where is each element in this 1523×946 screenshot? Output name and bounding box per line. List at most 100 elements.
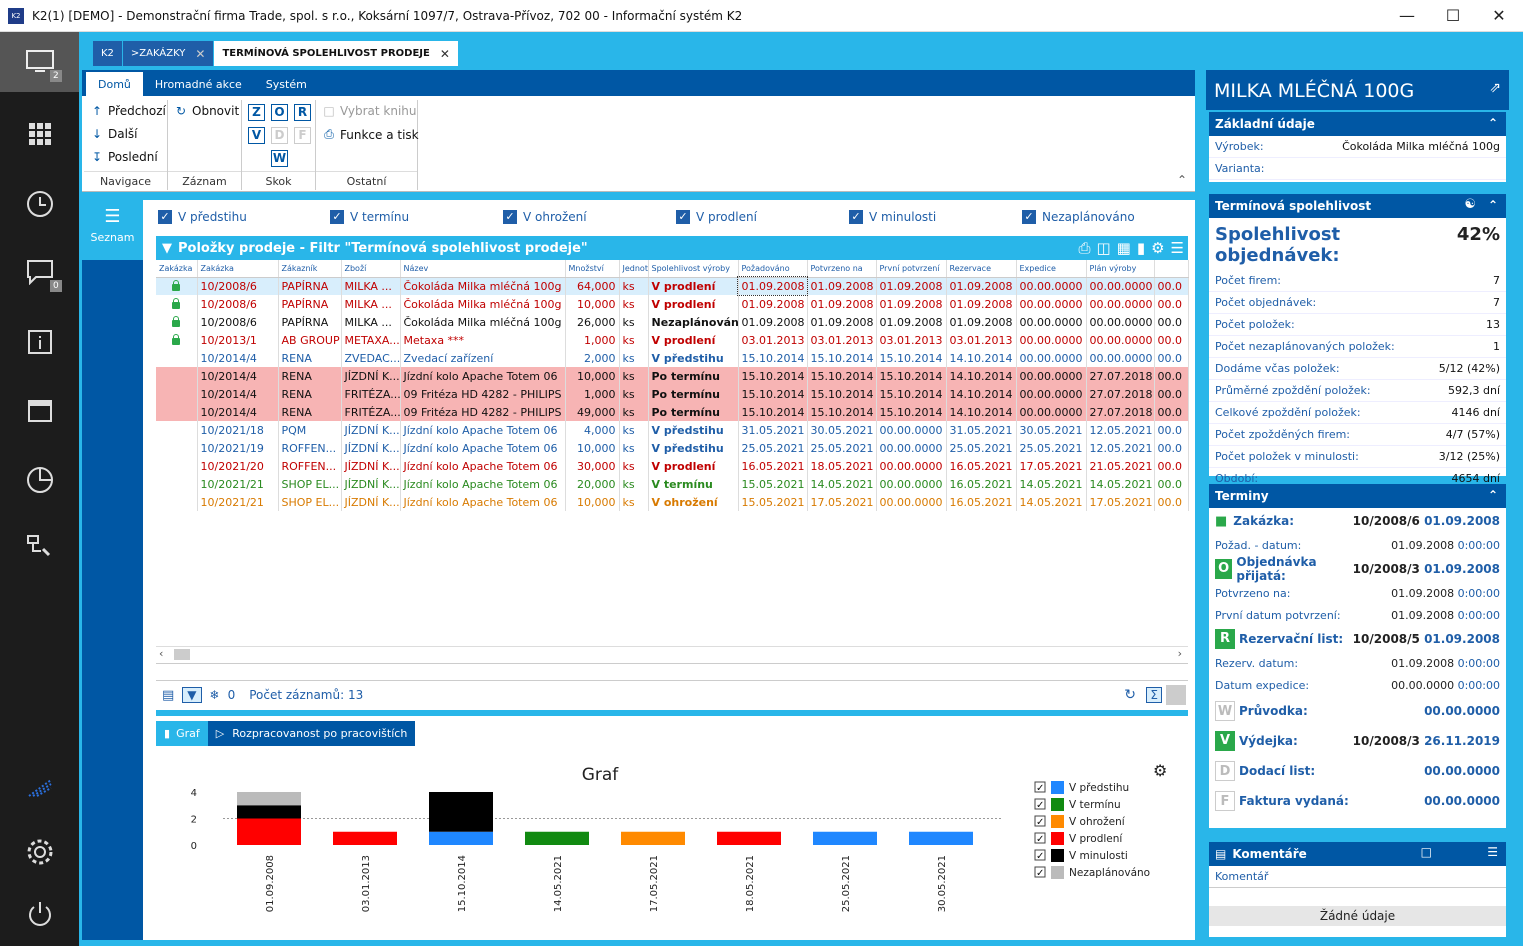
- jump-z-button[interactable]: Z: [248, 104, 265, 121]
- last-button[interactable]: ↧ Poslední: [90, 150, 158, 164]
- table-row[interactable]: 10/2021/21 SHOP EL... JÍZDNÍ K... Jízdní ko…: [156, 475, 1189, 493]
- calendar-icon[interactable]: [0, 380, 79, 440]
- table-row[interactable]: 10/2014/4 RENA ZVEDAC... Zvedací zařízení 2,…: [156, 349, 1189, 367]
- tab-terminova-spolehlivost[interactable]: TERMÍNOVÁ SPOLEHLIVOST PRODEJE ✕: [214, 41, 459, 66]
- table-row[interactable]: 10/2014/4 RENA JÍZDNÍ K... Jízdní kolo Apac…: [156, 367, 1189, 385]
- column-header[interactable]: Zboží: [341, 260, 401, 278]
- chevron-up-icon[interactable]: ⌃: [1487, 116, 1498, 130]
- term-dodaci-list[interactable]: D Dodací list: 00.00.0000: [1209, 756, 1506, 786]
- scroll-right-icon[interactable]: ›: [1177, 647, 1182, 660]
- pick-book-button[interactable]: □ Vybrat knihu: [322, 104, 416, 118]
- jump-r-button[interactable]: R: [294, 104, 311, 121]
- maximize-button[interactable]: ☐: [1445, 6, 1461, 25]
- sum-sigma-icon[interactable]: Σ: [1146, 687, 1162, 703]
- prev-button[interactable]: ↑ Předchozí: [90, 104, 166, 118]
- term-vydejka[interactable]: V Výdejka: 10/2008/3 26.11.2019: [1209, 726, 1506, 756]
- column-header[interactable]: [1154, 260, 1189, 278]
- column-header[interactable]: Jednot: [619, 260, 649, 278]
- term-pruvodka[interactable]: W Průvodka: 00.00.0000: [1209, 696, 1506, 726]
- info-icon[interactable]: [0, 312, 79, 372]
- table-row[interactable]: 10/2008/6 PAPÍRNA MILKA ... Čokoláda Milka …: [156, 313, 1189, 331]
- section-header[interactable]: ▤ Komentáře □ ☰: [1209, 842, 1506, 866]
- settings-gear-icon[interactable]: [0, 822, 79, 882]
- table-row[interactable]: 10/2013/1 AB GROUP METAXA... Metaxa *** 1,00…: [156, 331, 1189, 349]
- column-header[interactable]: Potvrzeno na: [807, 260, 877, 278]
- filter-prodleni[interactable]: ✓ V prodlení: [676, 210, 757, 224]
- column-header[interactable]: Spolehlivost výroby: [648, 260, 739, 278]
- seznam-button[interactable]: ☰ Seznam: [82, 200, 143, 260]
- collapse-ribbon-icon[interactable]: ⌃: [1176, 173, 1187, 187]
- column-header[interactable]: Požadováno: [738, 260, 808, 278]
- messages-icon[interactable]: 0: [0, 242, 79, 302]
- cubes-icon[interactable]: ▦: [1116, 239, 1131, 257]
- chart-settings-icon[interactable]: ⚙: [1153, 761, 1167, 780]
- network-phone-icon[interactable]: [0, 518, 79, 578]
- popout-icon[interactable]: ⇗: [1489, 80, 1501, 96]
- book-open-icon[interactable]: ▤: [162, 687, 175, 703]
- tab-graf[interactable]: ▮ Graf: [156, 721, 208, 746]
- filter-nezaplanovano[interactable]: ✓ Nezaplánováno: [1022, 210, 1135, 224]
- func-print-button[interactable]: ⎙ Funkce a tisk: [322, 127, 418, 142]
- legend-checkbox[interactable]: [1034, 849, 1046, 861]
- jump-o-button[interactable]: O: [271, 104, 288, 121]
- table-row[interactable]: 10/2021/18 PQM JÍZDNÍ K... Jízdní kolo Apac…: [156, 421, 1189, 439]
- legend-checkbox[interactable]: [1034, 781, 1046, 793]
- refresh-circle-icon[interactable]: ☯: [1464, 197, 1476, 212]
- filter-terminu[interactable]: ✓ V termínu: [330, 210, 409, 224]
- close-tab-icon[interactable]: ✕: [195, 46, 206, 61]
- term-faktura[interactable]: F Faktura vydaná: 00.00.0000: [1209, 786, 1506, 816]
- print-icon[interactable]: ⎙: [1078, 239, 1091, 257]
- legend-checkbox[interactable]: [1034, 866, 1046, 878]
- legend-checkbox[interactable]: [1034, 815, 1046, 827]
- jump-d-button[interactable]: D: [271, 127, 288, 144]
- column-header[interactable]: Zakázka: [197, 260, 279, 278]
- term-objednavka[interactable]: O Objednávka přijatá: 10/2008/3 01.09.2008: [1209, 555, 1506, 583]
- snowflake-icon[interactable]: ❄: [209, 688, 220, 702]
- column-header[interactable]: Množství: [565, 260, 620, 278]
- jump-v-button[interactable]: V: [248, 127, 265, 144]
- pie-chart-icon[interactable]: [0, 450, 79, 510]
- scroll-thumb[interactable]: [174, 649, 190, 660]
- new-document-icon[interactable]: □: [1420, 845, 1432, 859]
- barcode-icon[interactable]: ▮: [1136, 239, 1146, 257]
- term-zakazka[interactable]: ■ Zakázka: 10/2008/6 01.09.2008: [1209, 508, 1506, 534]
- table-row[interactable]: 10/2021/19 ROFFEN... JÍZDNÍ K... Jízdní kol…: [156, 439, 1189, 457]
- minimize-button[interactable]: —: [1399, 6, 1415, 25]
- refresh-grid-icon[interactable]: ↻: [1124, 687, 1136, 703]
- chevron-up-icon[interactable]: ⌃: [1487, 198, 1498, 212]
- comments-menu-icon[interactable]: ☰: [1487, 845, 1498, 859]
- refresh-button[interactable]: ↻ Obnovit: [174, 104, 239, 118]
- panel-splitter[interactable]: [156, 710, 1188, 716]
- jump-w-button[interactable]: W: [271, 150, 288, 167]
- table-row[interactable]: 10/2008/6 PAPÍRNA MILKA ... Čokoláda Milka …: [156, 276, 1189, 296]
- history-clock-icon[interactable]: [0, 174, 79, 234]
- legend-checkbox[interactable]: [1034, 832, 1046, 844]
- legend-checkbox[interactable]: [1034, 798, 1046, 810]
- monitor-icon[interactable]: 2: [0, 32, 79, 92]
- tab-k2[interactable]: K2: [93, 41, 123, 66]
- grid-menu-icon[interactable]: ☰: [1170, 239, 1184, 257]
- table-row[interactable]: 10/2014/4 RENA FRITÉZA... 09 Fritéza HD 428…: [156, 385, 1189, 403]
- tab-rozpracovanost[interactable]: ▷ Rozpracovanost po pracovištích: [207, 721, 416, 746]
- power-icon[interactable]: [0, 884, 79, 944]
- column-header[interactable]: Zákazník: [278, 260, 342, 278]
- column-header[interactable]: Zakázka: [156, 260, 198, 278]
- ribbon-tab-hromadne-akce[interactable]: Hromadné akce: [154, 77, 242, 91]
- ribbon-tab-system[interactable]: Systém: [265, 77, 307, 91]
- close-button[interactable]: ✕: [1492, 6, 1506, 25]
- table-row[interactable]: 10/2021/21 SHOP EL... JÍZDNÍ K... Jízdní ko…: [156, 493, 1189, 511]
- ribbon-tab-domu[interactable]: Domů: [86, 72, 143, 96]
- column-header[interactable]: Expedice: [1016, 260, 1087, 278]
- column-header[interactable]: Rezervace: [946, 260, 1017, 278]
- section-header[interactable]: Terminy ⌃: [1209, 484, 1506, 508]
- section-header[interactable]: Termínová spolehlivost ☯ ⌃: [1209, 194, 1506, 218]
- section-header[interactable]: Základní údaje ⌃: [1209, 112, 1506, 136]
- close-tab-icon[interactable]: ✕: [439, 46, 450, 61]
- filter-predstihu[interactable]: ✓ V předstihu: [158, 210, 247, 224]
- sitemap-icon[interactable]: ◫: [1096, 239, 1111, 257]
- funnel-filter-icon[interactable]: ▼: [182, 687, 202, 703]
- table-row[interactable]: 10/2021/20 ROFFEN... JÍZDNÍ K... Jízdní kol…: [156, 457, 1189, 475]
- next-button[interactable]: ↓ Další: [90, 127, 138, 141]
- term-rezervacni-list[interactable]: R Rezervační list: 10/2008/5 01.09.2008: [1209, 626, 1506, 652]
- tab-zakazky[interactable]: >ZAKÁZKY ✕: [122, 41, 215, 66]
